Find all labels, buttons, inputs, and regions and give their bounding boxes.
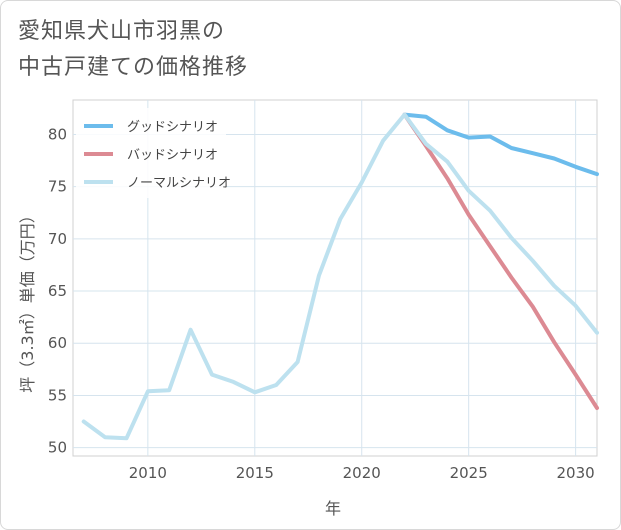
y-axis-title: 坪（3.3㎡）単価（万円） [18, 207, 37, 392]
y-tick-label: 60 [48, 334, 67, 352]
series-line-good [402, 112, 599, 177]
legend-item-normal: ノーマルシナリオ [127, 176, 231, 191]
y-tick-label: 55 [48, 386, 67, 404]
chart-title: 愛知県犬山市羽黒の 中古戸建ての価格推移 [18, 14, 438, 86]
legend-item-bad: バッドシナリオ [127, 148, 218, 163]
x-tick-label: 2010 [129, 464, 167, 482]
y-tick-label: 80 [48, 125, 67, 143]
series-line-normal [81, 112, 599, 441]
series-lines [81, 112, 599, 441]
y-tick-labels: 50 55 60 65 70 75 80 [48, 125, 67, 456]
legend-item-good: グッドシナリオ [127, 120, 218, 135]
x-tick-label: 2025 [450, 464, 488, 482]
x-tick-label: 2030 [557, 464, 595, 482]
y-tick-label: 70 [48, 230, 67, 248]
plot-area-frame [72, 99, 598, 457]
series-line-bad [402, 112, 599, 410]
chart-title-line-2: 中古戸建ての価格推移 [18, 55, 249, 80]
x-tick-label: 2015 [236, 464, 274, 482]
y-tick-label: 65 [48, 282, 67, 300]
x-tick-labels: 2010 2015 2020 2025 2030 [129, 464, 595, 482]
x-axis-title: 年 [325, 499, 341, 518]
x-tick-label: 2020 [343, 464, 381, 482]
y-tick-label: 75 [48, 178, 67, 196]
y-tick-label: 50 [48, 439, 67, 457]
chart-title-line-1: 愛知県犬山市羽黒の [18, 19, 226, 44]
